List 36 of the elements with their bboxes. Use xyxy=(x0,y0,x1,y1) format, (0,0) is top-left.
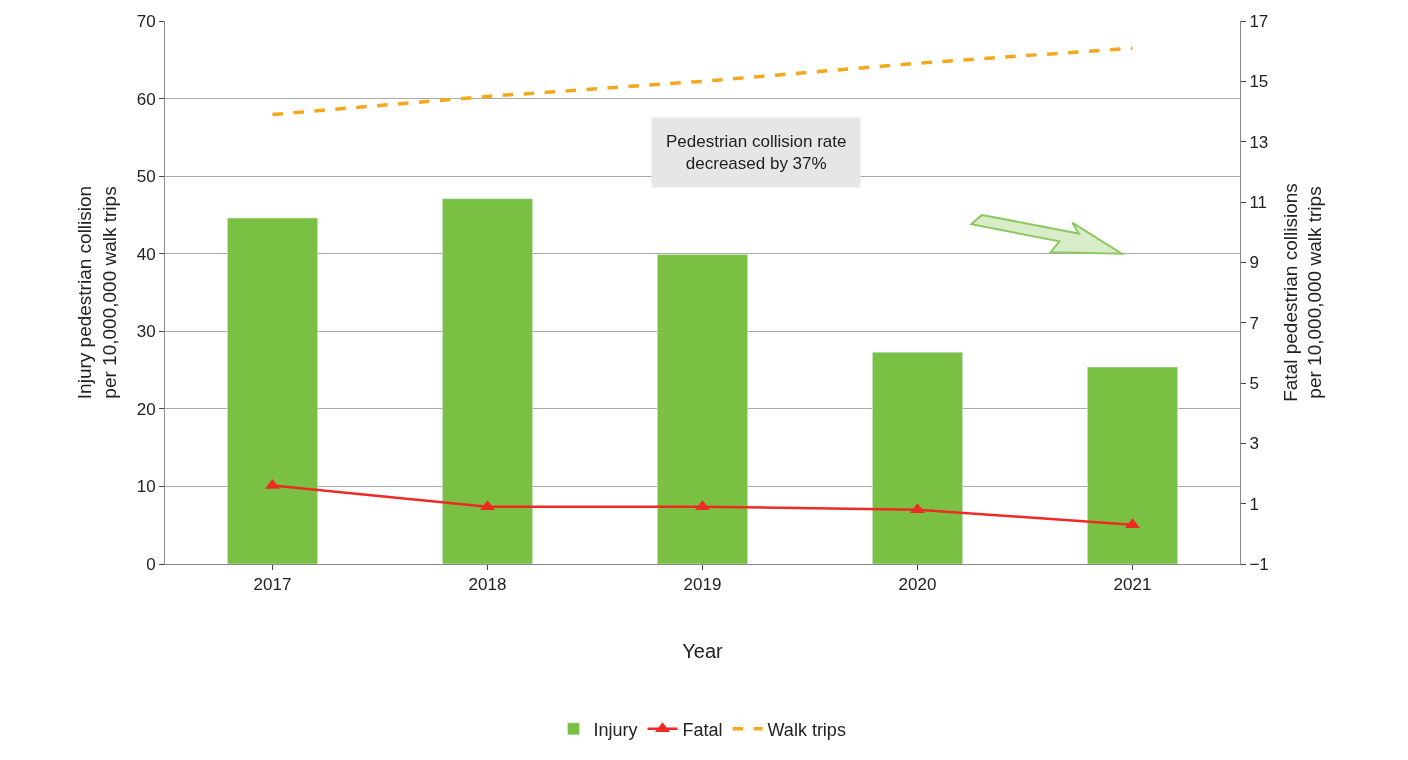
bar xyxy=(227,217,318,564)
y2-tick-label: 9 xyxy=(1249,253,1259,273)
bar xyxy=(442,198,533,564)
annotation: Pedestrian collision rate decreased by 37% xyxy=(666,132,847,174)
y-tick-label: 60 xyxy=(136,89,156,109)
y2-tick-label: 13 xyxy=(1249,132,1269,152)
x-tick-label: 2021 xyxy=(1113,575,1152,595)
y-tick-label: 50 xyxy=(136,167,156,187)
y2-tick-label: 17 xyxy=(1249,11,1269,31)
y-tick-label: 20 xyxy=(136,399,156,419)
x-tick-label: 2019 xyxy=(683,575,722,595)
y-tick-label: 40 xyxy=(136,244,156,264)
legend-label: Injury xyxy=(593,719,638,740)
y2-axis-title: Fatal pedestrian collisions per 10,000,000 walk trips xyxy=(1279,183,1326,402)
x-tick-label: 2017 xyxy=(253,575,292,595)
y2-tick-label: 11 xyxy=(1249,192,1268,212)
y-axis-title: Injury pedestrian collision per 10,000,000 walk trips xyxy=(73,185,120,400)
y2-tick-label: −1 xyxy=(1249,554,1269,574)
x-axis-title: Year xyxy=(682,639,724,662)
y-tick-label: 70 xyxy=(136,11,156,31)
y-tick-label: 0 xyxy=(146,554,156,574)
y2-tick-label: 5 xyxy=(1249,373,1259,393)
line-series xyxy=(270,46,1135,117)
bar xyxy=(1087,366,1178,564)
y-tick-label: 10 xyxy=(136,477,156,497)
bar xyxy=(872,351,963,564)
y2-tick-label: 7 xyxy=(1249,313,1259,333)
legend-label: Walk trips xyxy=(767,719,846,740)
y2-tick-label: 15 xyxy=(1249,72,1269,92)
y2-tick-label: 1 xyxy=(1249,494,1259,514)
y2-tick-label: 3 xyxy=(1249,434,1259,454)
x-tick-label: 2020 xyxy=(898,575,937,595)
legend-label: Fatal xyxy=(682,719,723,740)
y-tick-label: 30 xyxy=(136,322,156,342)
x-tick-label: 2018 xyxy=(468,575,507,595)
bar xyxy=(657,254,748,564)
